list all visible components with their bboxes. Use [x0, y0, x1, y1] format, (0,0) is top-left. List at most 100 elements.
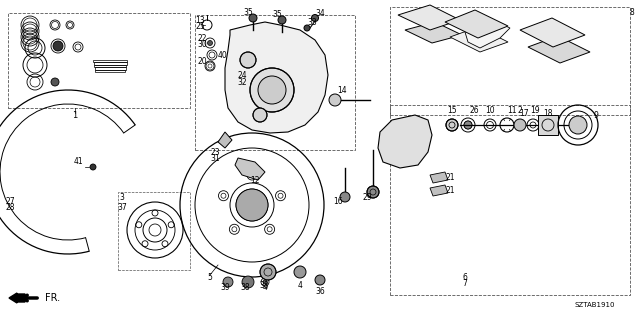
- Text: 39: 39: [220, 284, 230, 292]
- Text: 29: 29: [362, 194, 372, 203]
- Circle shape: [258, 76, 286, 104]
- Polygon shape: [378, 115, 432, 168]
- Text: 11: 11: [508, 106, 516, 115]
- Text: 9: 9: [593, 110, 598, 119]
- Circle shape: [263, 280, 267, 284]
- Circle shape: [90, 164, 96, 170]
- Text: 6: 6: [463, 274, 467, 283]
- Bar: [8, 13, 190, 108]
- Circle shape: [329, 94, 341, 106]
- Text: 21: 21: [445, 172, 455, 181]
- Bar: [95, 67, 125, 69]
- Circle shape: [395, 127, 415, 147]
- Circle shape: [249, 14, 257, 22]
- Text: 16: 16: [333, 197, 343, 206]
- Circle shape: [399, 131, 411, 143]
- Circle shape: [242, 276, 254, 288]
- Text: 8: 8: [630, 7, 634, 17]
- Circle shape: [304, 25, 310, 31]
- Text: 33: 33: [307, 18, 317, 27]
- Text: 12: 12: [250, 175, 260, 185]
- Polygon shape: [398, 5, 460, 30]
- Text: 41: 41: [73, 156, 83, 165]
- Text: 36: 36: [315, 287, 325, 297]
- Circle shape: [464, 121, 472, 129]
- Circle shape: [260, 264, 276, 280]
- Text: 32: 32: [237, 77, 247, 86]
- Circle shape: [236, 189, 268, 221]
- Text: 23: 23: [210, 148, 220, 156]
- Text: 5: 5: [207, 274, 212, 283]
- Text: 2: 2: [518, 106, 522, 115]
- Circle shape: [294, 266, 306, 278]
- Circle shape: [250, 68, 294, 112]
- Polygon shape: [465, 21, 510, 48]
- Polygon shape: [405, 22, 462, 43]
- Text: 13: 13: [195, 15, 205, 25]
- Circle shape: [446, 119, 458, 131]
- Text: 22: 22: [197, 34, 207, 43]
- Circle shape: [401, 148, 415, 162]
- Text: 38: 38: [240, 284, 250, 292]
- Polygon shape: [218, 132, 232, 148]
- Circle shape: [240, 52, 256, 68]
- Circle shape: [278, 16, 286, 24]
- Bar: [538, 115, 558, 135]
- Polygon shape: [235, 158, 265, 180]
- Text: 17: 17: [519, 108, 529, 117]
- Text: 28: 28: [5, 204, 15, 212]
- Polygon shape: [528, 36, 590, 63]
- Polygon shape: [225, 22, 328, 133]
- Polygon shape: [430, 172, 448, 183]
- Text: 37: 37: [117, 203, 127, 212]
- Text: 26: 26: [469, 106, 479, 115]
- Text: 20: 20: [197, 57, 207, 66]
- Bar: [390, 105, 630, 295]
- Text: 30: 30: [197, 39, 207, 49]
- Circle shape: [53, 41, 63, 51]
- Circle shape: [514, 119, 526, 131]
- Text: 3: 3: [120, 194, 124, 203]
- Circle shape: [207, 41, 212, 45]
- Text: 21: 21: [445, 186, 455, 195]
- Text: 27: 27: [5, 197, 15, 206]
- Text: 15: 15: [447, 106, 457, 115]
- Circle shape: [253, 108, 267, 122]
- Text: SZTAB1910: SZTAB1910: [575, 302, 615, 308]
- Bar: [93, 60, 127, 62]
- Text: 31: 31: [210, 154, 220, 163]
- Text: 34: 34: [315, 9, 325, 18]
- Polygon shape: [430, 185, 448, 196]
- Text: FR.: FR.: [45, 293, 60, 303]
- Text: 40: 40: [217, 51, 227, 60]
- Circle shape: [312, 14, 319, 21]
- Text: 4: 4: [262, 284, 268, 292]
- Bar: [118, 192, 190, 270]
- Circle shape: [223, 277, 233, 287]
- Text: 18: 18: [543, 108, 553, 117]
- Polygon shape: [445, 10, 508, 38]
- Circle shape: [315, 275, 325, 285]
- Bar: [93, 62, 127, 65]
- Circle shape: [51, 78, 59, 86]
- Text: 10: 10: [485, 106, 495, 115]
- Text: 14: 14: [337, 85, 347, 94]
- FancyArrow shape: [9, 293, 25, 303]
- Text: 38: 38: [259, 281, 269, 290]
- Text: 35: 35: [272, 10, 282, 19]
- Bar: [195, 15, 355, 150]
- Text: 25: 25: [195, 21, 205, 30]
- Text: 4: 4: [298, 281, 303, 290]
- Circle shape: [340, 192, 350, 202]
- Polygon shape: [520, 18, 585, 47]
- Text: 35: 35: [243, 7, 253, 17]
- Bar: [95, 69, 125, 72]
- Text: 1: 1: [72, 110, 77, 119]
- Text: 24: 24: [237, 70, 247, 79]
- Circle shape: [404, 151, 412, 159]
- Bar: [390, 7, 630, 115]
- Circle shape: [569, 116, 587, 134]
- Text: 19: 19: [530, 106, 540, 115]
- Circle shape: [367, 186, 379, 198]
- Text: 7: 7: [463, 279, 467, 289]
